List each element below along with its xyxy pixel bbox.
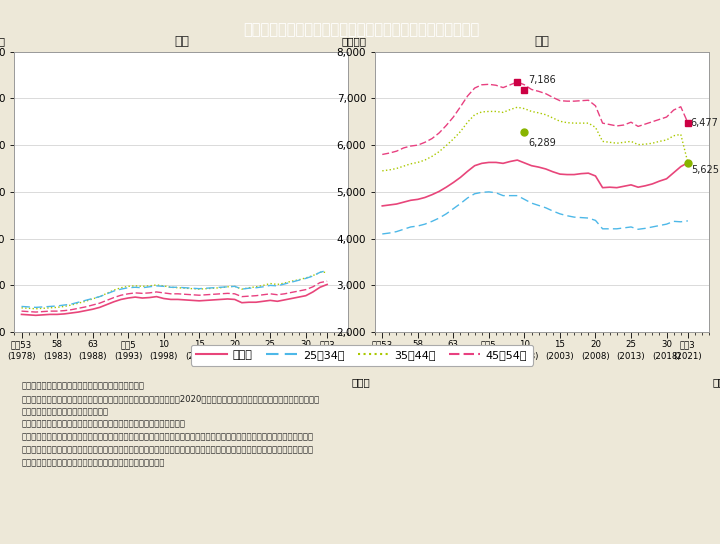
Text: （年）: （年） [713,377,720,387]
Legend: 全年齢, 25～34歳, 35～44歳, 45～54歳: 全年齢, 25～34歳, 35～44歳, 45～54歳 [191,344,533,366]
Text: 特－４図　平均給与（実質）の推移（男女別、年齢階級別）: 特－４図 平均給与（実質）の推移（男女別、年齢階級別） [243,22,480,37]
Text: （千円）: （千円） [0,36,6,46]
Text: 7,186: 7,186 [528,75,556,85]
Title: 男性: 男性 [535,35,549,48]
Title: 女性: 女性 [174,35,189,48]
Text: 6,477: 6,477 [690,118,719,128]
Text: 5,625: 5,625 [690,165,719,175]
Text: 6,289: 6,289 [528,138,556,148]
Text: （千円）: （千円） [342,36,366,46]
Text: （備考）１．国税庁「民間給与実態調査」より作成。
　　　　２．１年を通じて勤務した給与所得者の平均給与を令和２（2020）年基準の消費者物価指数（持家の帰属家賃: （備考）１．国税庁「民間給与実態調査」より作成。 ２．１年を通じて勤務した給与所… [22,381,320,467]
Text: （年）: （年） [352,377,371,387]
